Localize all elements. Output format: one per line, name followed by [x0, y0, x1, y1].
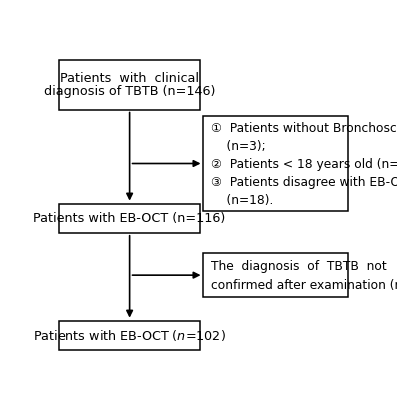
- Text: Patients  with  clinical: Patients with clinical: [60, 72, 199, 84]
- Text: ②  Patients < 18 years old (n=9);: ② Patients < 18 years old (n=9);: [211, 158, 397, 171]
- Text: The  diagnosis  of  TBTB  not: The diagnosis of TBTB not: [211, 260, 387, 273]
- FancyBboxPatch shape: [203, 253, 348, 298]
- Text: ①  Patients without Bronchoscopy: ① Patients without Bronchoscopy: [211, 122, 397, 135]
- Text: Patients with EB-OCT (n=116): Patients with EB-OCT (n=116): [33, 212, 226, 225]
- FancyBboxPatch shape: [59, 204, 200, 233]
- Text: Patients with EB-OCT ($n$=102): Patients with EB-OCT ($n$=102): [33, 328, 226, 343]
- Text: (n=18).: (n=18).: [211, 194, 274, 207]
- Text: confirmed after examination (n=14): confirmed after examination (n=14): [211, 279, 397, 292]
- FancyBboxPatch shape: [59, 320, 200, 350]
- Text: diagnosis of TBTB (n=146): diagnosis of TBTB (n=146): [44, 85, 215, 98]
- FancyBboxPatch shape: [203, 116, 348, 211]
- Text: ③  Patients disagree with EB-OCT: ③ Patients disagree with EB-OCT: [211, 176, 397, 189]
- Text: (n=3);: (n=3);: [211, 140, 266, 153]
- FancyBboxPatch shape: [59, 60, 200, 110]
